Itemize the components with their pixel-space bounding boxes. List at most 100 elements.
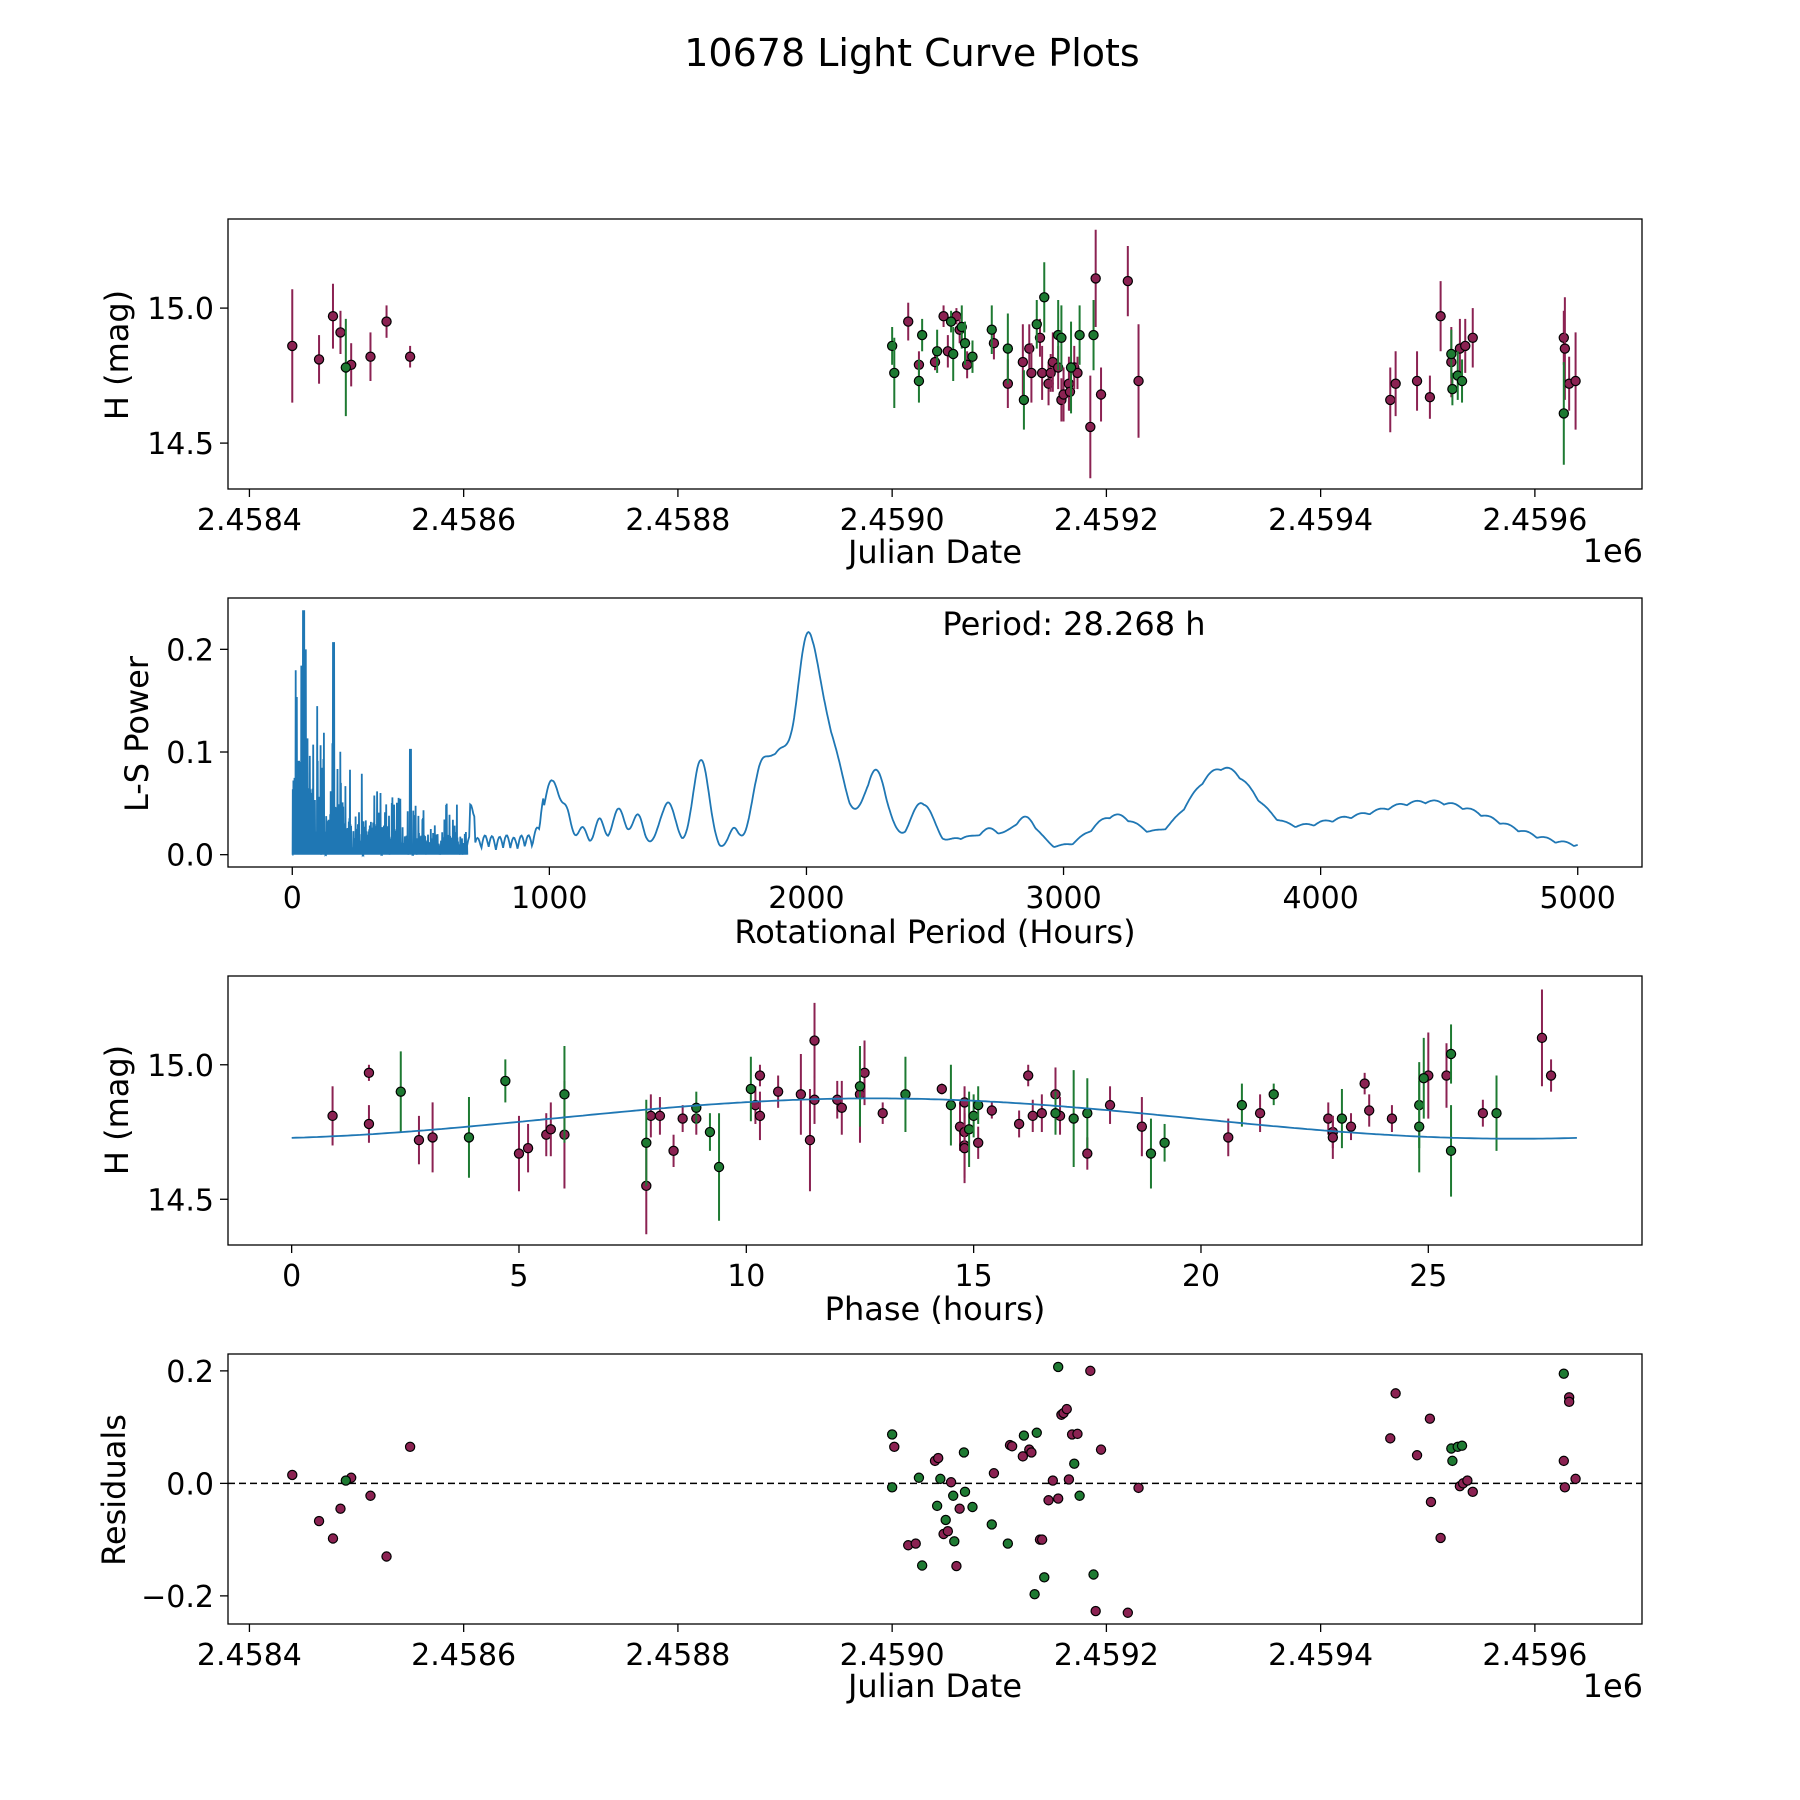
data-point-a (1133, 1482, 1144, 1494)
data-point-b (986, 1519, 997, 1530)
data-point-a (942, 1525, 954, 1537)
data-point-b (1447, 383, 1458, 395)
data-point-b (886, 340, 898, 352)
data-point-a (1254, 1107, 1266, 1119)
data-point-a (959, 1097, 970, 1108)
panel-4-xlabel: Julian Date (846, 1667, 1022, 1705)
data-point-b (1088, 329, 1099, 341)
panel-light-curve: H (mag) Julian Date 1e6 2.4584 2.4586 2.45… (98, 218, 1643, 571)
panel-1-xlabel: Julian Date (846, 533, 1022, 571)
y-tick-label: 15.0 (147, 1049, 214, 1084)
data-point-a (1558, 1455, 1570, 1467)
data-point-a (1425, 1496, 1437, 1508)
data-point-a (889, 1441, 900, 1453)
panel-3-frame (227, 975, 1643, 1246)
data-point-b (945, 316, 957, 327)
data-point-b (1074, 1490, 1085, 1501)
data-point-b (886, 1429, 898, 1440)
x-tick-label: 2.4596 (1482, 503, 1587, 538)
panel-4-ylabel: Residuals (95, 1414, 133, 1566)
data-point-b (1069, 1458, 1080, 1469)
panel-2-frame (227, 597, 1643, 868)
y-tick-label: 0.2 (166, 1355, 214, 1390)
data-point-b (1236, 1099, 1248, 1111)
data-point-a (1411, 1450, 1423, 1461)
data-point-a (335, 327, 346, 338)
data-point-a (933, 1452, 944, 1464)
data-point-b (1031, 319, 1042, 330)
data-point-a (287, 340, 298, 352)
data-point-a (427, 1132, 438, 1143)
data-point-a (986, 1105, 998, 1116)
data-point-b (949, 1536, 960, 1547)
data-point-b (1268, 1089, 1279, 1100)
data-point-a (1467, 1486, 1478, 1498)
data-point-b (935, 1473, 946, 1485)
data-point-b (1456, 375, 1468, 387)
panel-1-frame (227, 218, 1643, 490)
data-point-b (500, 1075, 511, 1087)
data-point-a (945, 1477, 957, 1488)
data-point-a (287, 1469, 298, 1481)
data-point-b (1145, 1148, 1157, 1159)
data-point-a (1359, 1078, 1370, 1089)
x-tick-label: 25 (1409, 1259, 1447, 1294)
data-point-b (900, 1089, 911, 1100)
panel-residuals: Residuals Julian Date 1e6 2.4584 2.4586 2.… (95, 1353, 1643, 1705)
data-point-a (936, 1083, 948, 1095)
data-point-a (1072, 1428, 1083, 1440)
data-point-a (1090, 1605, 1101, 1617)
data-point-a (1385, 1433, 1396, 1444)
data-point-b (1002, 1538, 1014, 1549)
data-point-a (1385, 394, 1396, 406)
x-tick-label: 2000 (768, 881, 844, 916)
data-point-b (948, 348, 959, 360)
x-tick-label: 2.4586 (411, 503, 516, 538)
data-point-a (1323, 1113, 1334, 1124)
x-tick-label: 10 (727, 1259, 765, 1294)
data-point-b (931, 346, 943, 357)
x-tick-label: 2.4586 (411, 1638, 516, 1673)
data-point-b (886, 1482, 898, 1493)
panel-4-frame (227, 1353, 1643, 1625)
data-point-a (1327, 1132, 1339, 1143)
data-point-b (704, 1126, 716, 1138)
data-point-a (988, 338, 1000, 349)
panel-3-xlabel: Phase (hours) (825, 1290, 1046, 1328)
data-point-b (916, 1560, 928, 1571)
data-point-a (1052, 1493, 1064, 1504)
data-point-a (1036, 1107, 1048, 1119)
data-point-a (654, 1110, 666, 1122)
data-point-a (1064, 386, 1076, 397)
data-point-a (668, 1145, 679, 1157)
data-point-a (804, 1134, 816, 1146)
data-point-a (327, 1110, 338, 1122)
data-point-a (877, 1107, 888, 1119)
y-tick-label: 0.2 (166, 633, 214, 668)
data-point-a (513, 1148, 525, 1159)
data-point-b (931, 1500, 943, 1512)
x-tick-label: 2.4584 (197, 1638, 302, 1673)
data-point-b (1068, 1113, 1079, 1124)
panel-1-ylabel: H (mag) (98, 290, 136, 420)
data-point-b (1558, 1368, 1570, 1379)
x-tick-label: 5 (509, 1259, 528, 1294)
data-point-a (1559, 1482, 1571, 1493)
y-tick-label: 15.0 (147, 292, 214, 327)
panel-periodogram: L-S Power Rotational Period (Hours) Peri… (118, 597, 1643, 951)
data-point-a (1563, 1396, 1575, 1408)
x-tick-label: 3000 (1025, 881, 1101, 916)
data-point-b (340, 1475, 352, 1486)
data-point-a (1023, 1070, 1034, 1081)
data-point-b (395, 1086, 406, 1097)
x-tick-label: 2.4588 (625, 1638, 730, 1673)
data-point-b (968, 1110, 979, 1122)
data-point-a (1411, 375, 1423, 387)
panel-phased-curve: H (mag) Phase (hours) 0 5 10 15 20 25 15.0 14.5 (98, 975, 1643, 1328)
data-point-a (1390, 378, 1401, 389)
data-point-b (958, 1447, 970, 1458)
data-point-a (1133, 375, 1144, 387)
y-tick-label: −0.2 (141, 1580, 214, 1615)
data-point-a (1017, 1451, 1029, 1462)
data-point-a (859, 1067, 870, 1079)
